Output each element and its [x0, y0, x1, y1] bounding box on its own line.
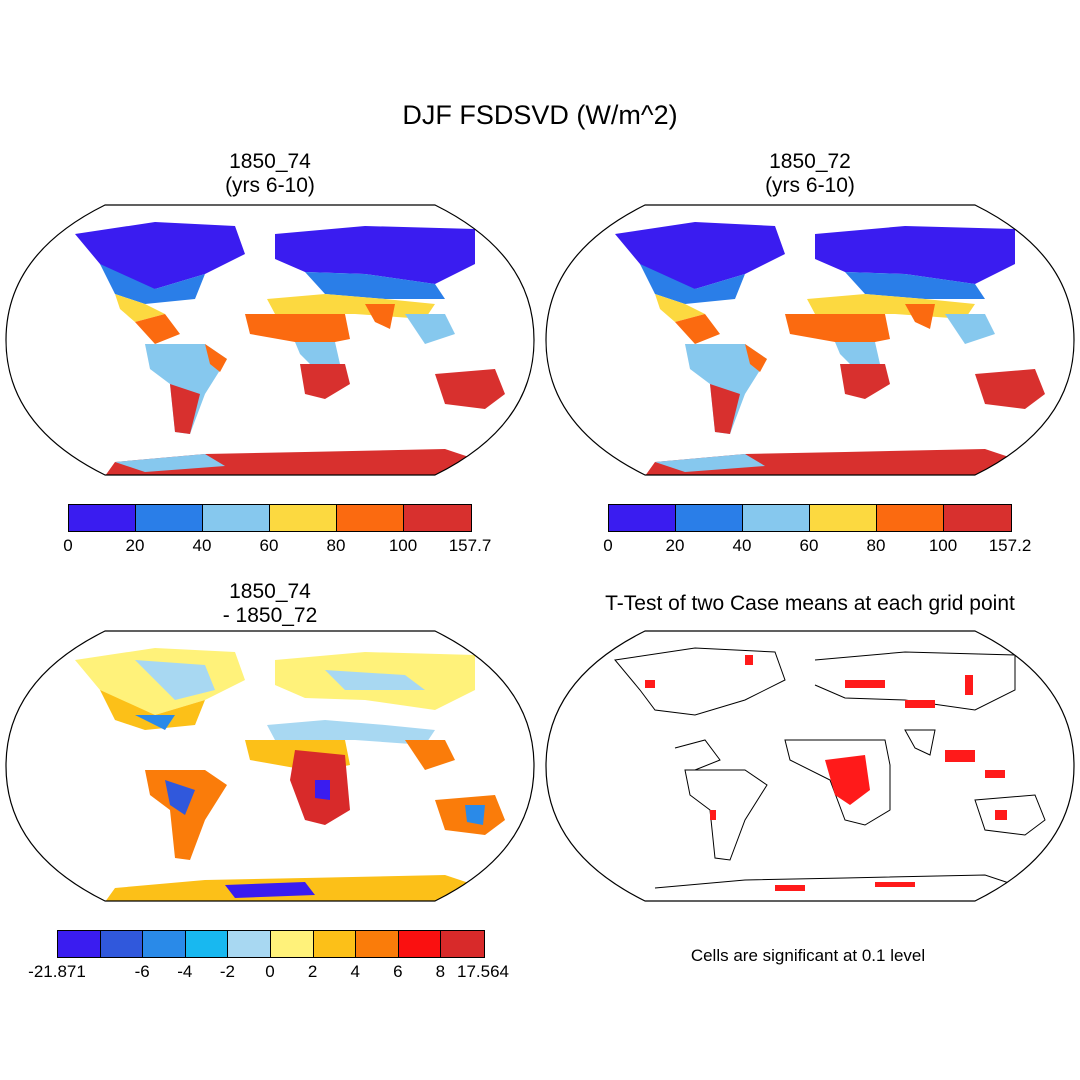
- colorbar-cell: [143, 931, 186, 957]
- colorbar-tick-label: 40: [732, 536, 752, 555]
- colorbar-tick-label: 100: [388, 536, 418, 555]
- colorbar-cell: [877, 505, 944, 531]
- colorbar-tick-label: 80: [866, 536, 886, 555]
- figure-title: DJF FSDSVD (W/m^2): [402, 100, 678, 130]
- colorbar-tick-label: 8: [435, 962, 446, 981]
- colorbar-tick-label: 80: [326, 536, 346, 555]
- colorbar-tick-label: 4: [350, 962, 360, 981]
- colorbar-tick-label: -4: [177, 962, 193, 981]
- colorbar-cell: [136, 505, 203, 531]
- colorbar-cell: [228, 931, 271, 957]
- colorbar-cell: [337, 505, 404, 531]
- panel3-title-line1: 1850_74: [229, 580, 311, 603]
- colorbar-cell: [58, 931, 101, 957]
- panel2-title-line2: (yrs 6-10): [765, 174, 855, 197]
- colorbar-tick-label: 157.7: [448, 536, 492, 555]
- colorbar-tick-label: 2: [307, 962, 318, 981]
- map-case2: [545, 204, 1075, 476]
- colorbar-tick-label: 0: [603, 536, 613, 555]
- colorbar-tick-label: 60: [259, 536, 279, 555]
- map-case1: [5, 204, 535, 476]
- colorbar-cell: [185, 931, 229, 957]
- colorbar-tick-label: 60: [799, 536, 819, 555]
- colorbar-case2: [608, 504, 1012, 532]
- colorbar-tick-label: -21.871: [28, 962, 86, 981]
- colorbar-cell: [270, 505, 337, 531]
- panel4-title: T-Test of two Case means at each grid po…: [540, 592, 1080, 616]
- colorbar-tick-label: 20: [665, 536, 685, 555]
- panel1-title-line2: (yrs 6-10): [225, 174, 315, 197]
- panel1-title-line1: 1850_74: [229, 150, 311, 173]
- colorbar-cell: [356, 931, 399, 957]
- colorbar-cell: [676, 505, 743, 531]
- panel4-title-line1: T-Test of two Case means at each grid po…: [605, 592, 1015, 615]
- panel3-title-line2: - 1850_72: [222, 604, 318, 627]
- colorbar-cell: [203, 505, 270, 531]
- colorbar-cell: [404, 505, 471, 531]
- panel2-title: 1850_72 (yrs 6-10): [660, 150, 960, 198]
- colorbar-cell: [313, 931, 357, 957]
- colorbar-cell: [609, 505, 676, 531]
- colorbar-tick-label: 0: [63, 536, 73, 555]
- significance-note: Cells are significant at 0.1 level: [690, 946, 926, 965]
- map-ttest: [545, 630, 1075, 902]
- colorbar-tick-label: 6: [393, 962, 403, 981]
- colorbar-cell: [69, 505, 136, 531]
- colorbar-cell: [100, 931, 144, 957]
- colorbar-cell: [270, 931, 314, 957]
- colorbar-difference: [57, 930, 485, 958]
- panel1-title: 1850_74 (yrs 6-10): [120, 150, 420, 198]
- colorbar-cell: [810, 505, 877, 531]
- panel3-title: 1850_74 - 1850_72: [120, 580, 420, 628]
- colorbar-cell: [944, 505, 1011, 531]
- colorbar-tick-label: 157.2: [988, 536, 1032, 555]
- colorbar-tick-label: 17.564: [457, 962, 509, 981]
- colorbar-cell: [743, 505, 810, 531]
- colorbar-cell: [441, 931, 484, 957]
- panel2-title-line1: 1850_72: [769, 150, 851, 173]
- colorbar-tick-label: 100: [928, 536, 958, 555]
- colorbar-cell: [398, 931, 442, 957]
- colorbar-tick-label: 40: [192, 536, 212, 555]
- colorbar-tick-label: -6: [134, 962, 150, 981]
- colorbar-case1: [68, 504, 472, 532]
- map-difference: [5, 630, 535, 902]
- colorbar-tick-label: -2: [219, 962, 235, 981]
- colorbar-tick-label: 20: [125, 536, 145, 555]
- colorbar-tick-label: 0: [265, 962, 275, 981]
